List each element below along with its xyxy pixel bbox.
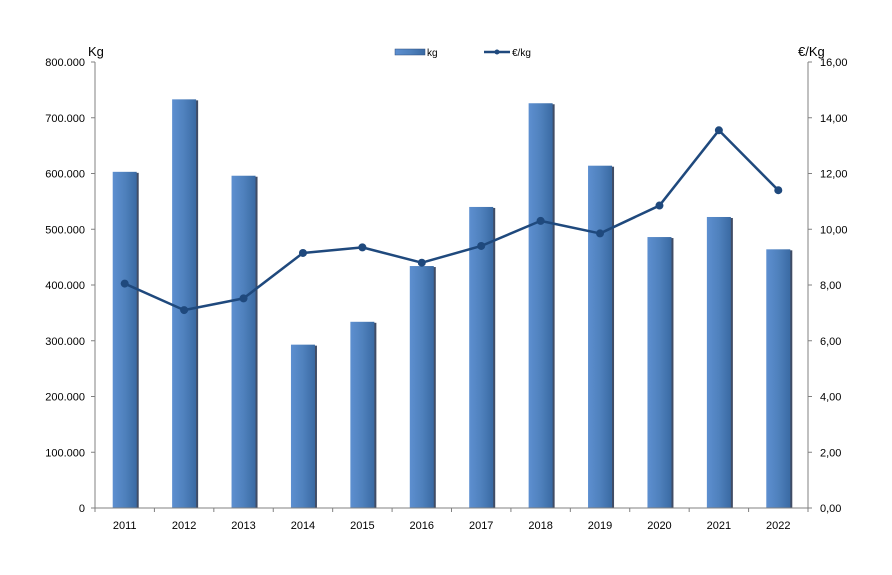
legend-line-marker bbox=[494, 49, 500, 55]
x-tick-label: 2018 bbox=[528, 520, 552, 532]
bar bbox=[112, 171, 137, 508]
bar bbox=[706, 216, 731, 509]
price-point bbox=[477, 241, 486, 250]
right-tick-label: 12,00 bbox=[820, 169, 848, 181]
right-tick-label: 4,00 bbox=[820, 392, 841, 404]
x-tick-label: 2013 bbox=[231, 520, 255, 532]
left-tick-label: 200.000 bbox=[45, 392, 85, 404]
legend-line-label: €/kg bbox=[512, 48, 531, 59]
x-tick-label: 2022 bbox=[766, 520, 790, 532]
x-tick-label: 2012 bbox=[172, 520, 196, 532]
bar bbox=[766, 249, 791, 508]
axes-layer bbox=[91, 61, 812, 512]
bars-layer bbox=[112, 99, 793, 509]
bar bbox=[172, 99, 197, 508]
price-point bbox=[358, 243, 367, 252]
x-tick-label: 2015 bbox=[350, 520, 374, 532]
price-point bbox=[536, 216, 545, 225]
right-tick-label: 0,00 bbox=[820, 503, 841, 515]
legend-bar-label: kg bbox=[427, 48, 438, 59]
bar bbox=[588, 165, 613, 508]
price-point bbox=[120, 279, 129, 288]
right-tick-label: 6,00 bbox=[820, 336, 841, 348]
x-tick-label: 2011 bbox=[113, 520, 137, 532]
right-axis-unit: €/Kg bbox=[798, 44, 825, 59]
bar bbox=[647, 237, 672, 508]
right-tick-label: 2,00 bbox=[820, 447, 841, 459]
price-point bbox=[596, 229, 605, 238]
left-tick-label: 700.000 bbox=[45, 113, 85, 125]
left-tick-label: 600.000 bbox=[45, 169, 85, 181]
labels-layer: 0 100.000 200.000 300.000 400.000 500.000 600.… bbox=[45, 57, 847, 532]
x-tick-label: 2020 bbox=[647, 520, 671, 532]
line-layer bbox=[120, 126, 783, 315]
price-point bbox=[417, 258, 426, 267]
price-line bbox=[124, 129, 780, 312]
x-tick-label: 2021 bbox=[707, 520, 731, 532]
x-tick-label: 2017 bbox=[469, 520, 493, 532]
left-tick-label: 500.000 bbox=[45, 224, 85, 236]
price-point bbox=[239, 294, 248, 303]
left-axis-unit: Kg bbox=[88, 44, 104, 59]
bar bbox=[528, 103, 553, 508]
legend: kg €/kg bbox=[394, 48, 531, 59]
x-tick-label: 2014 bbox=[291, 520, 315, 532]
x-tick-label: 2019 bbox=[588, 520, 612, 532]
price-point bbox=[714, 126, 723, 135]
bar bbox=[290, 344, 315, 508]
left-tick-label: 300.000 bbox=[45, 336, 85, 348]
left-tick-label: 0 bbox=[79, 503, 85, 515]
left-tick-label: 100.000 bbox=[45, 447, 85, 459]
right-tick-label: 14,00 bbox=[820, 113, 848, 125]
price-point bbox=[774, 186, 783, 195]
bar bbox=[350, 321, 375, 508]
left-tick-label: 800.000 bbox=[45, 57, 85, 69]
price-point bbox=[655, 201, 664, 210]
left-tick-label: 400.000 bbox=[45, 280, 85, 292]
price-point bbox=[180, 306, 189, 315]
bar bbox=[231, 175, 256, 509]
legend-bar-swatch bbox=[394, 48, 426, 56]
right-tick-label: 8,00 bbox=[820, 280, 841, 292]
bar bbox=[469, 206, 494, 508]
x-tick-label: 2016 bbox=[410, 520, 434, 532]
right-tick-label: 16,00 bbox=[820, 57, 848, 69]
right-tick-label: 10,00 bbox=[820, 224, 848, 236]
price-point bbox=[298, 248, 307, 257]
bar bbox=[409, 266, 434, 508]
